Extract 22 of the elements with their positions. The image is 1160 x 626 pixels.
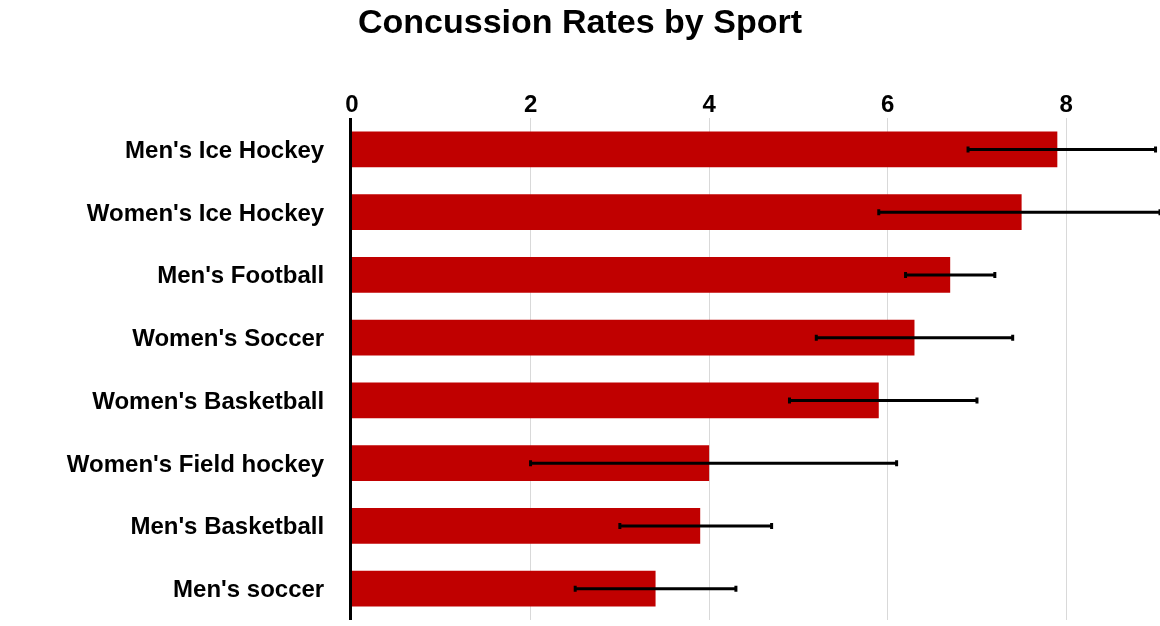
y-tick-label: Men's Basketball: [130, 512, 325, 540]
bar: [352, 507, 701, 544]
bar: [352, 131, 1058, 168]
bar: [352, 256, 951, 293]
y-tick-label: Men's soccer: [173, 575, 325, 603]
x-tick-label: 8: [1059, 90, 1073, 118]
bar: [352, 445, 710, 482]
bar: [352, 194, 1022, 231]
y-tick-label: Women's Field hockey: [66, 449, 325, 477]
bar: [352, 382, 879, 419]
y-tick-label: Women's Ice Hockey: [86, 198, 325, 226]
x-tick-label: 0: [345, 90, 359, 118]
x-tick-label: 2: [523, 90, 538, 118]
y-tick-label: Women's Basketball: [92, 386, 325, 414]
x-tick-label: 4: [702, 90, 717, 118]
y-tick-label: Women's Soccer: [132, 324, 325, 352]
y-tick-label: Men's Football: [157, 261, 325, 289]
x-tick-label: 6: [881, 90, 895, 118]
bar: [352, 319, 915, 356]
y-tick-label: Men's Ice Hockey: [125, 135, 325, 163]
chart-title: Concussion Rates by Sport: [358, 2, 802, 41]
bar: [352, 570, 656, 607]
